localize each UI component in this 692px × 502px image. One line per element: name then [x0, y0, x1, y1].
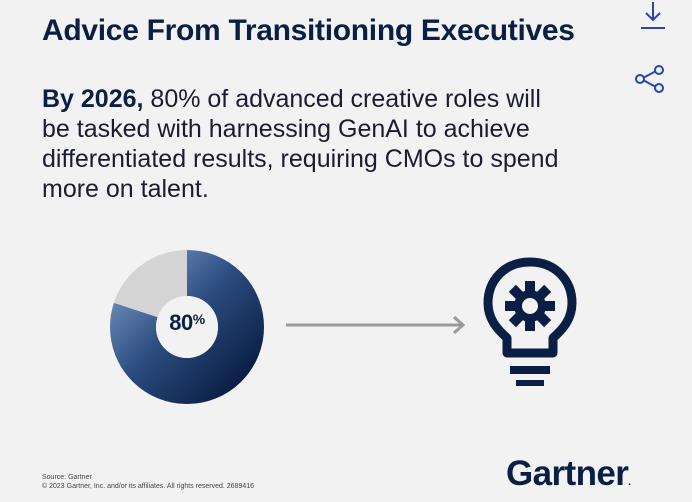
download-icon [641, 2, 665, 29]
donut-value-number: 80 [169, 310, 193, 335]
donut-chart [110, 250, 264, 404]
brand-dot: . [628, 477, 631, 488]
arrow-right-icon [286, 315, 466, 335]
stat-body: 80% of advanced creative roles will be t… [42, 85, 559, 203]
donut-value-arc [110, 250, 264, 404]
gear-icon [505, 281, 555, 331]
share-icon [635, 65, 664, 93]
stat-lead: By 2026, [42, 85, 144, 113]
share-button[interactable] [634, 64, 666, 94]
footer-credits: Source: Gartner © 2023 Gartner, Inc. and… [42, 473, 254, 491]
download-button[interactable] [638, 0, 668, 32]
page-title: Advice From Transitioning Executives [42, 14, 575, 47]
footer-source: Source: Gartner [42, 474, 92, 481]
footer-copyright: © 2023 Gartner, Inc. and/or its affiliat… [42, 483, 255, 490]
brand-name: Gartner [506, 454, 629, 493]
gartner-logo: Gartner. [506, 454, 631, 494]
stat-statement: By 2026, 80% of advanced creative roles … [42, 84, 562, 204]
lightbulb-gear-icon [483, 257, 577, 386]
donut-percent-symbol: % [192, 311, 205, 327]
donut-value-label: 80% [110, 310, 264, 336]
donut-hole [156, 296, 218, 358]
